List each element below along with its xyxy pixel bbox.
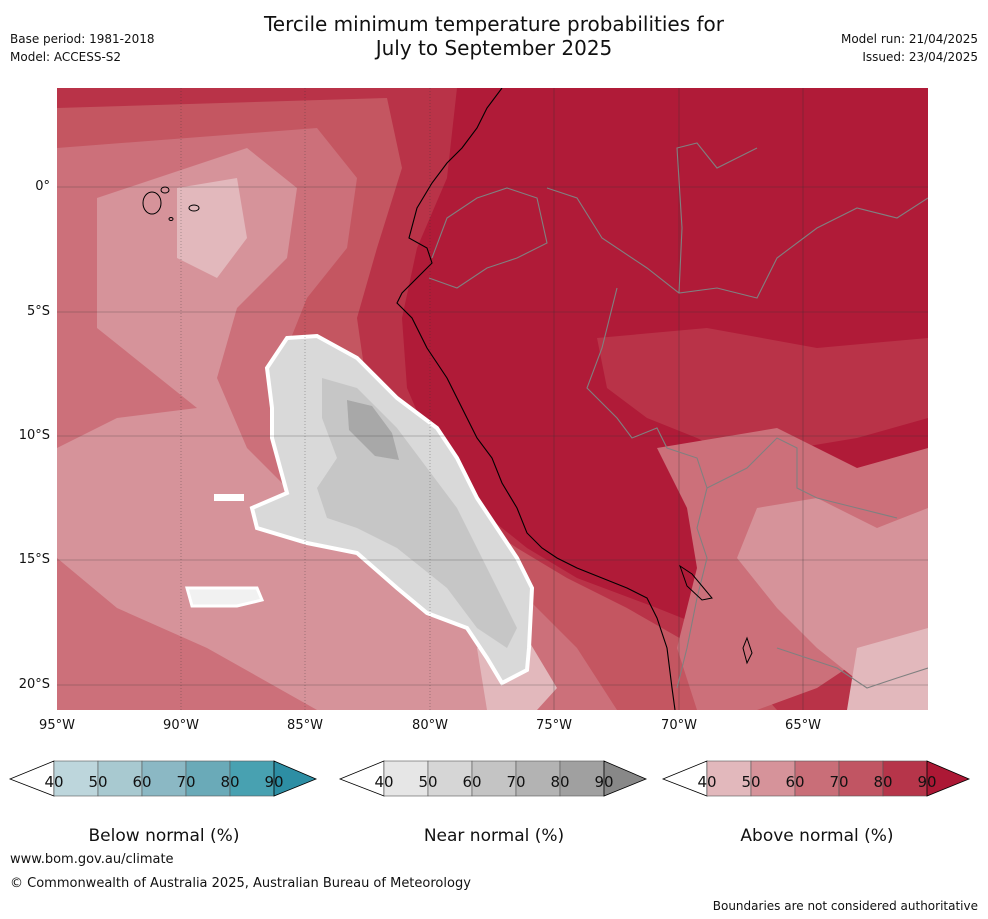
below-cbar-seg-3	[141, 760, 187, 797]
map-svg	[57, 88, 928, 710]
near-tick-90: 90	[594, 773, 614, 791]
above-tick-90: 90	[917, 773, 937, 791]
land-above-40	[847, 628, 928, 710]
ocean-band-50	[57, 148, 527, 710]
lon-label-70w: 70°W	[661, 718, 697, 733]
near-tick-80: 80	[550, 773, 570, 791]
below-cbar-seg-1	[53, 760, 99, 797]
below-cbar-seg-5	[229, 760, 275, 797]
lat-label-10s: 10°S	[18, 428, 50, 443]
lat-label-15s: 15°S	[18, 552, 50, 567]
below-tick-70: 70	[176, 773, 196, 791]
lon-label-65w: 65°W	[785, 718, 821, 733]
galapagos-islands	[142, 186, 200, 221]
lat-label-20s: 20°S	[18, 677, 50, 692]
land-above-80	[597, 328, 928, 468]
below-cbar-seg-4	[185, 760, 231, 797]
lon-label-85w: 85°W	[287, 718, 323, 733]
country-borders	[428, 142, 928, 689]
near-cbar-seg-5	[559, 760, 605, 797]
below-normal-colorbar	[8, 760, 318, 797]
above-tick-80: 80	[873, 773, 893, 791]
small-white-patch	[185, 586, 265, 608]
above-cbar-right-arrow	[926, 760, 971, 797]
map-title: Tercile minimum temperature probabilitie…	[0, 12, 988, 60]
title-line-2: July to September 2025	[375, 36, 613, 60]
above-cbar-seg-3	[794, 760, 840, 797]
below-tick-50: 50	[88, 773, 108, 791]
coastline	[396, 88, 676, 710]
near-tick-50: 50	[418, 773, 438, 791]
lon-label-95w: 95°W	[39, 718, 75, 733]
model-text: Model: ACCESS-S2	[10, 50, 122, 64]
lon-label-80w: 80°W	[412, 718, 448, 733]
base-period-text: Base period: 1981-2018	[10, 32, 155, 46]
above-cbar-seg-4	[838, 760, 884, 797]
near-cbar-right-arrow	[603, 760, 648, 797]
below-tick-40: 40	[44, 773, 64, 791]
near-normal-colorbar	[338, 760, 648, 797]
below-cbar-right-arrow	[273, 760, 318, 797]
model-run-text: Model run: 21/04/2025	[840, 32, 978, 46]
small-white-bar	[214, 494, 244, 501]
near-cbar-seg-3	[471, 760, 517, 797]
near-cbar-seg-4	[515, 760, 561, 797]
ocean-band-40	[177, 178, 247, 278]
lon-label-90w: 90°W	[163, 718, 199, 733]
disclaimer-text: Boundaries are not considered authoritat…	[712, 899, 978, 913]
title-line-1: Tercile minimum temperature probabilitie…	[263, 12, 725, 36]
land-above-50	[737, 498, 928, 688]
near-tick-40: 40	[374, 773, 394, 791]
lat-label-5s: 5°S	[26, 304, 50, 319]
above-tick-70: 70	[829, 773, 849, 791]
above-normal-label: Above normal (%)	[740, 826, 894, 846]
graticule	[57, 88, 928, 710]
probability-map	[57, 88, 928, 710]
above-normal-colorbar	[661, 760, 971, 797]
below-tick-90: 90	[264, 773, 284, 791]
near-normal-70	[347, 400, 399, 460]
above-tick-50: 50	[741, 773, 761, 791]
below-normal-label: Below normal (%)	[88, 826, 240, 846]
above-cbar-seg-1	[706, 760, 752, 797]
bom-url-link[interactable]: www.bom.gov.au/climate	[10, 852, 174, 867]
issued-text: Issued: 23/04/2025	[862, 50, 978, 64]
copyright-text: © Commonwealth of Australia 2025, Austra…	[10, 876, 471, 891]
below-tick-60: 60	[132, 773, 152, 791]
above-tick-40: 40	[697, 773, 717, 791]
lake-titicaca	[679, 564, 753, 665]
above-tick-60: 60	[785, 773, 805, 791]
lon-label-75w: 75°W	[536, 718, 572, 733]
near-normal-label: Near normal (%)	[423, 826, 565, 846]
above-cbar-seg-2	[750, 760, 796, 797]
meta-left: Base period: 1981-2018 Model: ACCESS-S2	[10, 30, 155, 66]
below-tick-80: 80	[220, 773, 240, 791]
above-cbar-seg-5	[882, 760, 928, 797]
near-cbar-seg-1	[383, 760, 429, 797]
meta-right: Model run: 21/04/2025 Issued: 23/04/2025	[841, 30, 978, 66]
near-tick-60: 60	[462, 773, 482, 791]
near-cbar-seg-2	[427, 760, 473, 797]
lat-label-0: 0°	[35, 179, 50, 194]
near-tick-70: 70	[506, 773, 526, 791]
